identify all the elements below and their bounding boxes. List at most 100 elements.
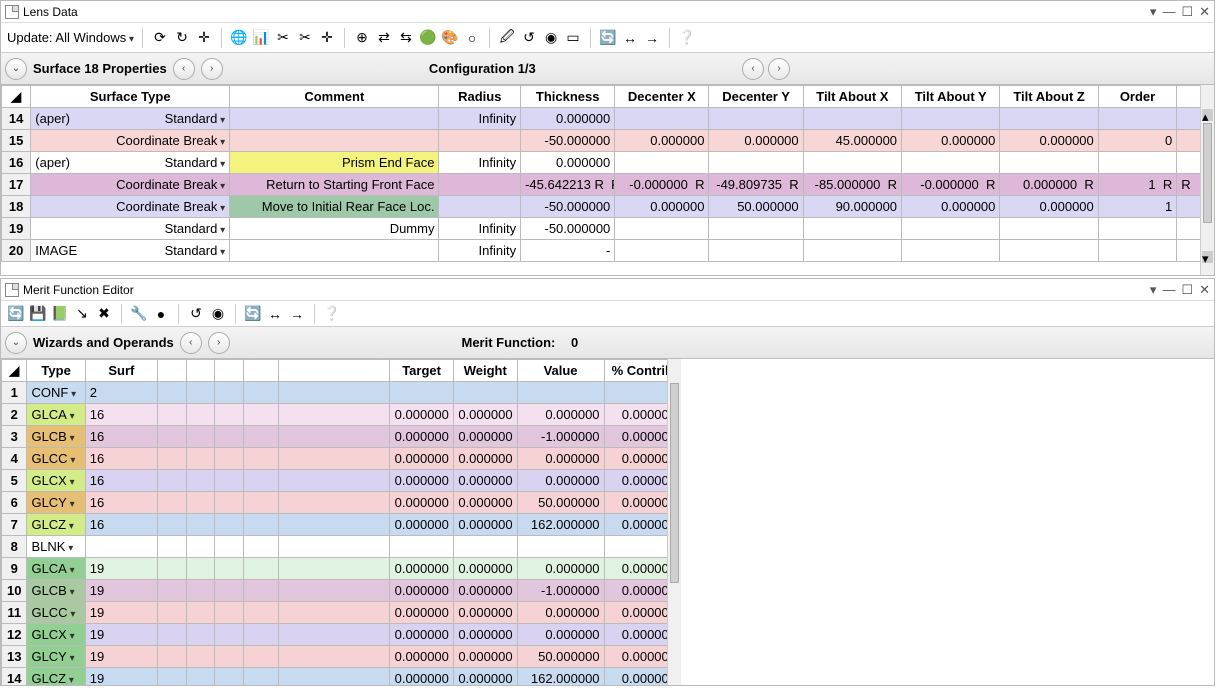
- row-number[interactable]: 12: [2, 624, 27, 646]
- surface-type-cell[interactable]: Standard: [31, 218, 230, 240]
- surface-type-cell[interactable]: IMAGEStandard: [31, 240, 230, 262]
- data-cell[interactable]: [803, 108, 901, 130]
- surf-cell[interactable]: 16: [85, 448, 157, 470]
- type-cell[interactable]: GLCX: [27, 470, 85, 492]
- row-number[interactable]: 13: [2, 646, 27, 668]
- row-number[interactable]: 4: [2, 448, 27, 470]
- data-cell[interactable]: [709, 152, 803, 174]
- table-row[interactable]: 1CONF2: [2, 382, 681, 404]
- toolbar-icon-17[interactable]: ▭: [564, 29, 582, 47]
- table-row[interactable]: 2GLCA160.0000000.0000000.0000000.000000: [2, 404, 681, 426]
- comment-cell[interactable]: [230, 240, 439, 262]
- toolbar-icon-18[interactable]: 🔄: [599, 29, 617, 47]
- data-cell[interactable]: [709, 218, 803, 240]
- data-cell[interactable]: [615, 152, 709, 174]
- data-cell[interactable]: [157, 492, 186, 514]
- data-cell[interactable]: [709, 108, 803, 130]
- row-number[interactable]: 3: [2, 426, 27, 448]
- table-row[interactable]: 14GLCZ190.0000000.000000162.0000000.0000…: [2, 668, 681, 686]
- data-cell[interactable]: [157, 448, 186, 470]
- data-cell[interactable]: [186, 668, 215, 686]
- data-cell[interactable]: [615, 108, 709, 130]
- data-cell[interactable]: 0.000000: [390, 492, 454, 514]
- data-cell[interactable]: [390, 382, 454, 404]
- data-cell[interactable]: 0.000000: [521, 152, 615, 174]
- data-cell[interactable]: [157, 404, 186, 426]
- table-row[interactable]: 5GLCX160.0000000.0000000.0000000.000000: [2, 470, 681, 492]
- data-cell[interactable]: [390, 536, 454, 558]
- data-cell[interactable]: [186, 514, 215, 536]
- toolbar-icon-0[interactable]: 🔄: [7, 305, 25, 323]
- surf-cell[interactable]: 16: [85, 470, 157, 492]
- data-cell[interactable]: -1.000000: [517, 426, 604, 448]
- minimize-icon[interactable]: —: [1162, 282, 1175, 297]
- column-header[interactable]: Tilt About X: [803, 86, 901, 108]
- surf-cell[interactable]: 19: [85, 668, 157, 686]
- data-cell[interactable]: Infinity: [439, 108, 521, 130]
- data-cell[interactable]: [243, 492, 278, 514]
- data-cell[interactable]: [439, 174, 521, 196]
- data-cell[interactable]: 0.000000: [902, 130, 1000, 152]
- data-cell[interactable]: [215, 426, 244, 448]
- prev-surface-button[interactable]: ‹: [173, 58, 195, 80]
- toolbar-icon-5[interactable]: 🔧: [130, 305, 148, 323]
- toolbar-icon-1[interactable]: ↻: [173, 29, 191, 47]
- data-cell[interactable]: 0.000000: [390, 580, 454, 602]
- column-header[interactable]: Tilt About Y: [902, 86, 1000, 108]
- select-all-corner[interactable]: ◢: [2, 86, 31, 108]
- column-header[interactable]: Comment: [230, 86, 439, 108]
- toolbar-icon-12[interactable]: ❔: [323, 305, 341, 323]
- toolbar-icon-8[interactable]: ⊕: [353, 29, 371, 47]
- data-cell[interactable]: [215, 602, 244, 624]
- column-header[interactable]: Decenter X: [615, 86, 709, 108]
- data-cell[interactable]: [453, 382, 517, 404]
- minimize-icon[interactable]: —: [1162, 4, 1175, 19]
- toolbar-icon-3[interactable]: ↘: [73, 305, 91, 323]
- data-cell[interactable]: [215, 470, 244, 492]
- row-number[interactable]: 2: [2, 404, 27, 426]
- merit-vscroll[interactable]: [667, 359, 681, 685]
- data-cell[interactable]: [186, 624, 215, 646]
- table-row[interactable]: 10GLCB190.0000000.000000-1.0000000.00000…: [2, 580, 681, 602]
- table-row[interactable]: 11GLCC190.0000000.0000000.0000000.000000: [2, 602, 681, 624]
- surf-cell[interactable]: 19: [85, 646, 157, 668]
- toolbar-icon-2[interactable]: 📗: [51, 305, 69, 323]
- toolbar-icon-19[interactable]: ↔: [621, 29, 639, 47]
- data-cell[interactable]: [1098, 240, 1176, 262]
- data-cell[interactable]: [278, 536, 389, 558]
- column-header[interactable]: Type: [27, 360, 85, 382]
- data-cell[interactable]: -50.000000: [521, 196, 615, 218]
- surf-cell[interactable]: 16: [85, 514, 157, 536]
- data-cell[interactable]: [186, 382, 215, 404]
- data-cell[interactable]: 0.000000: [517, 404, 604, 426]
- surf-cell[interactable]: [85, 536, 157, 558]
- type-cell[interactable]: GLCA: [27, 558, 85, 580]
- surf-cell[interactable]: 16: [85, 426, 157, 448]
- data-cell[interactable]: 0.000000: [517, 558, 604, 580]
- toolbar-icon-14[interactable]: 🖉: [498, 29, 516, 47]
- data-cell[interactable]: [243, 426, 278, 448]
- data-cell[interactable]: [243, 646, 278, 668]
- prev-config-button[interactable]: ‹: [742, 58, 764, 80]
- data-cell[interactable]: [215, 646, 244, 668]
- column-header[interactable]: [243, 360, 278, 382]
- data-cell[interactable]: [453, 536, 517, 558]
- data-cell[interactable]: [157, 426, 186, 448]
- data-cell[interactable]: [243, 514, 278, 536]
- data-cell[interactable]: -50.000000: [521, 130, 615, 152]
- data-cell[interactable]: 0.000000: [453, 514, 517, 536]
- column-header[interactable]: Weight: [453, 360, 517, 382]
- data-cell[interactable]: [243, 470, 278, 492]
- surface-type-cell[interactable]: Coordinate Break: [31, 174, 230, 196]
- table-row[interactable]: 13GLCY190.0000000.00000050.0000000.00000…: [2, 646, 681, 668]
- toolbar-icon-13[interactable]: ○: [463, 29, 481, 47]
- surf-cell[interactable]: 19: [85, 602, 157, 624]
- toolbar-icon-2[interactable]: ✛: [195, 29, 213, 47]
- data-cell[interactable]: 0.000000: [390, 514, 454, 536]
- data-cell[interactable]: 0.000000: [453, 668, 517, 686]
- data-cell[interactable]: [278, 558, 389, 580]
- table-row[interactable]: 8BLNK: [2, 536, 681, 558]
- data-cell[interactable]: Infinity: [439, 152, 521, 174]
- data-cell[interactable]: Infinity: [439, 240, 521, 262]
- data-cell[interactable]: [709, 240, 803, 262]
